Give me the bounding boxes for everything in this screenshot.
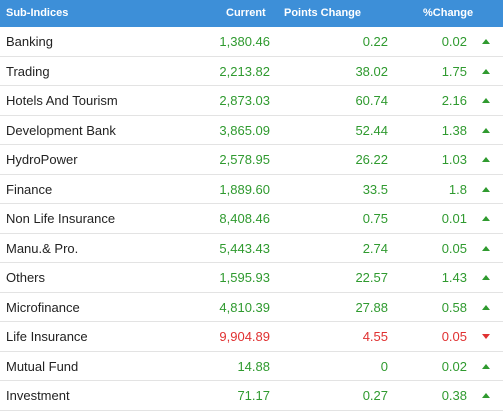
table-row: Others 1,595.93 22.57 1.43: [0, 263, 503, 293]
points-change: 38.02: [355, 63, 388, 79]
trend-arrow: [482, 127, 490, 133]
trend-arrow: [482, 334, 490, 339]
header-cell: Points Change: [284, 7, 362, 19]
table-row: Development Bank 3,865.09 52.44 1.38: [0, 116, 503, 145]
current-value: 2,213.82: [219, 63, 270, 79]
points-change: 27.88: [355, 299, 388, 315]
percent-change: 2.16: [441, 93, 467, 108]
index-name: Others: [6, 270, 46, 285]
percent-change: 1.03: [441, 152, 467, 167]
points-change: 0.22: [362, 34, 388, 49]
trend-arrow: [482, 98, 490, 103]
table-row: Banking 1,380.46 0.22 0.02: [0, 27, 503, 57]
table-row: Hotels And Tourism 2,873.03 60.74 2.16: [0, 86, 503, 116]
percent-change: 1.38: [441, 122, 467, 138]
percent-change: 0.01: [441, 211, 467, 226]
trend-arrow: [482, 245, 490, 251]
current-value: 4,810.39: [219, 299, 270, 315]
points-change: 22.57: [355, 270, 388, 285]
index-name: Microfinance: [6, 299, 80, 315]
table-row: Investment 71.17 0.27 0.38: [0, 381, 503, 411]
points-change: 33.5: [362, 181, 388, 197]
trend-arrow: [482, 304, 490, 310]
table-header: Sub-Indices Current Points Change %Chang…: [0, 0, 503, 27]
table-row: Finance 1,889.60 33.5 1.8: [0, 175, 503, 204]
current-value: 9,904.89: [219, 329, 270, 344]
index-name: Mutual Fund: [6, 358, 79, 374]
points-change: 0: [380, 358, 388, 374]
trend-arrow: [482, 186, 490, 192]
current-value: 5,443.43: [219, 240, 270, 256]
percent-change: 0.05: [441, 329, 467, 344]
table-row: Manu.& Pro. 5,443.43 2.74 0.05: [0, 234, 503, 263]
points-change: 0.27: [362, 388, 388, 403]
current-value: 3,865.09: [219, 122, 270, 138]
current-value: 2,873.03: [219, 93, 270, 108]
table-row: Non Life Insurance 8,408.46 0.75 0.01: [0, 204, 503, 234]
points-change: 4.55: [362, 329, 388, 344]
trend-arrow: [482, 393, 490, 398]
trend-arrow: [482, 363, 490, 369]
trend-arrow: [482, 68, 490, 74]
trend-arrow: [482, 216, 490, 221]
index-name: Hotels And Tourism: [6, 93, 118, 108]
current-value: 1,380.46: [219, 34, 270, 49]
current-value: 14.88: [237, 358, 270, 374]
table-row: Life Insurance 9,904.89 4.55 0.05: [0, 322, 503, 352]
current-value: 1,595.93: [219, 270, 270, 285]
index-name: Life Insurance: [6, 329, 88, 344]
points-change: 60.74: [355, 93, 388, 108]
table-row: Mutual Fund 14.88 0 0.02: [0, 352, 503, 381]
table-row: HydroPower 2,578.95 26.22 1.03: [0, 145, 503, 175]
header-cell: %Change: [423, 7, 474, 19]
percent-change: 0.38: [441, 388, 467, 403]
trend-arrow: [482, 157, 490, 162]
points-change: 0.75: [362, 211, 388, 226]
percent-change: 1.75: [441, 63, 467, 79]
points-change: 26.22: [355, 152, 388, 167]
table-row: Trading 2,213.82 38.02 1.75: [0, 57, 503, 86]
index-name: HydroPower: [6, 152, 78, 167]
current-value: 71.17: [237, 388, 270, 403]
index-name: Banking: [6, 34, 53, 49]
trend-arrow: [482, 275, 490, 280]
points-change: 2.74: [362, 240, 388, 256]
index-name: Trading: [6, 63, 50, 79]
table-row: Microfinance 4,810.39 27.88 0.58: [0, 293, 503, 322]
percent-change: 0.02: [441, 358, 467, 374]
percent-change: 0.02: [441, 34, 467, 49]
points-change: 52.44: [355, 122, 388, 138]
percent-change: 0.05: [441, 240, 467, 256]
header-cell: Current: [226, 7, 266, 19]
percent-change: 1.43: [441, 270, 467, 285]
index-name: Finance: [6, 181, 53, 197]
index-name: Non Life Insurance: [6, 211, 116, 226]
header-cell: Sub-Indices: [6, 7, 69, 19]
percent-change: 1.8: [448, 181, 467, 197]
current-value: 1,889.60: [219, 181, 270, 197]
current-value: 8,408.46: [219, 211, 270, 226]
current-value: 2,578.95: [219, 152, 270, 167]
percent-change: 0.58: [441, 299, 467, 315]
index-name: Investment: [6, 388, 70, 403]
index-name: Manu.& Pro.: [6, 240, 79, 256]
trend-arrow: [482, 39, 490, 44]
index-name: Development Bank: [6, 122, 116, 138]
